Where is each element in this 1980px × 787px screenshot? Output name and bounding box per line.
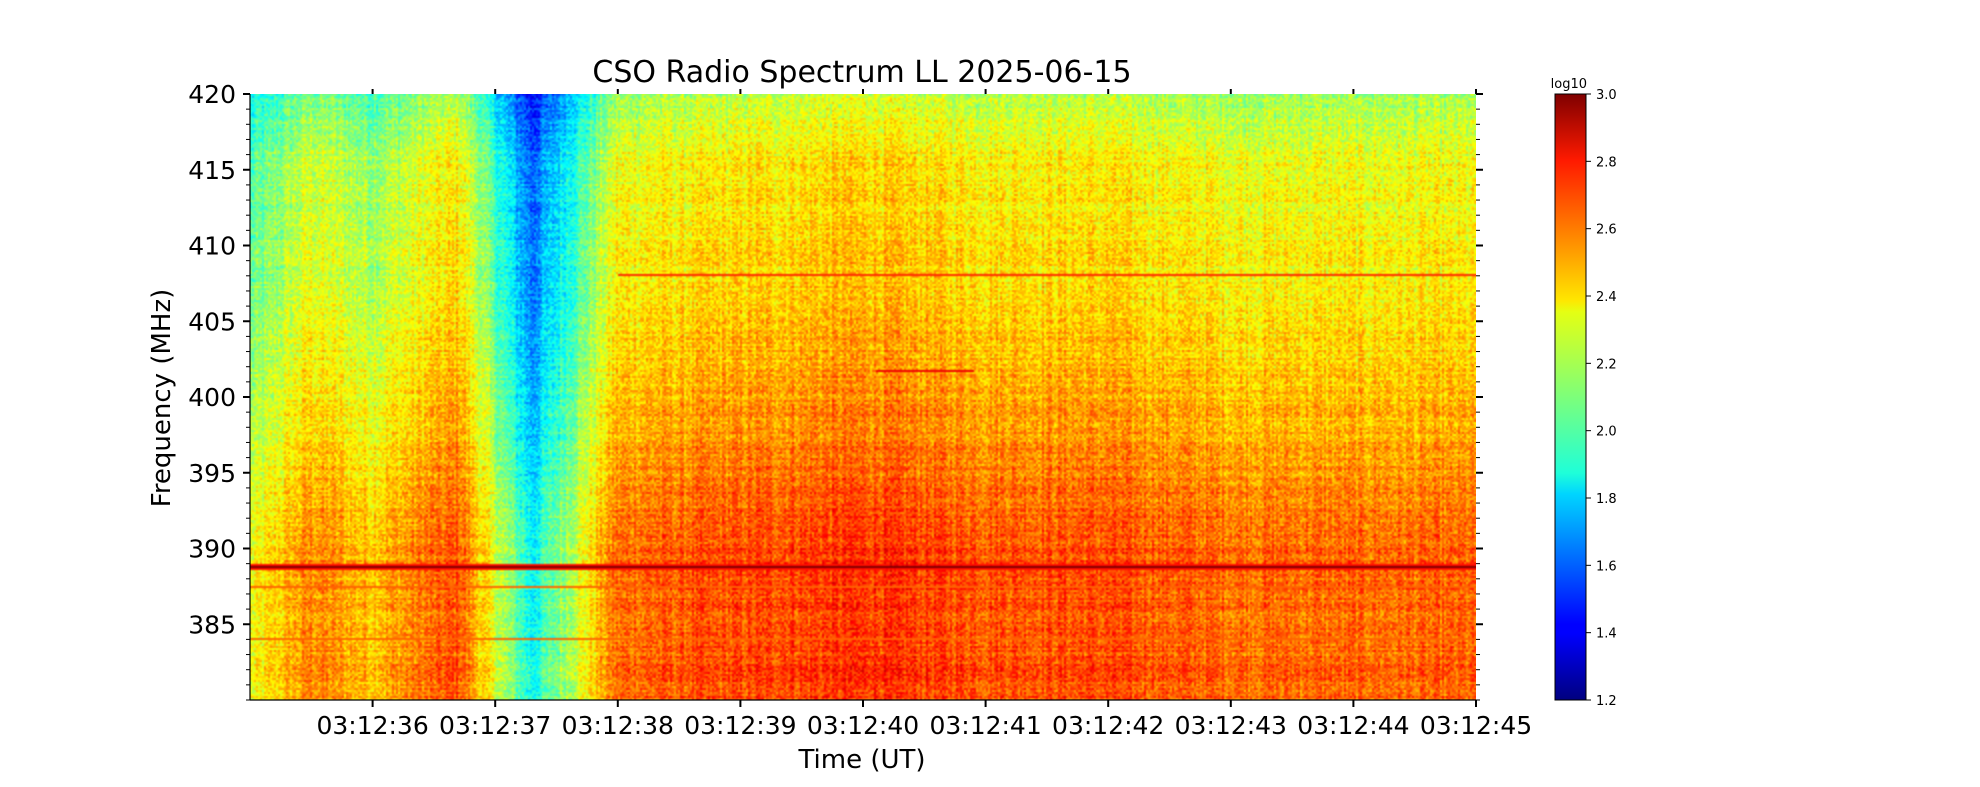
y-tick-label: 420: [188, 80, 236, 109]
x-axis: 03:12:36 03:12:37 03:12:38 03:12:39 03:12:40…: [250, 89, 1532, 740]
y-tick-label: 395: [188, 459, 236, 488]
x-tick-label: 03:12:37: [439, 711, 551, 740]
spectrogram-image: [250, 94, 1476, 700]
colorbar-tick-label: 1.6: [1596, 559, 1617, 574]
x-tick-label: 03:12:38: [562, 711, 674, 740]
colorbar-tick-label: 1.2: [1596, 694, 1617, 709]
y-tick-label: 385: [188, 610, 236, 639]
y-tick-label: 415: [188, 156, 236, 185]
colorbar-label: log10: [1551, 77, 1587, 92]
y-tick-label: 390: [188, 535, 236, 564]
x-tick-label: 03:12:41: [929, 711, 1041, 740]
x-tick-label: 03:12:40: [807, 711, 919, 740]
x-tick-label: 03:12:45: [1420, 711, 1532, 740]
chart-title: CSO Radio Spectrum LL 2025-06-15: [592, 55, 1131, 90]
colorbar-tick-label: 2.0: [1596, 425, 1617, 440]
y-tick-label: 400: [188, 383, 236, 412]
colorbar-tick-label: 1.8: [1596, 492, 1617, 507]
x-tick-label: 03:12:43: [1175, 711, 1287, 740]
x-tick-label: 03:12:39: [684, 711, 796, 740]
colorbar-tick-label: 1.4: [1596, 627, 1617, 642]
x-tick-label: 03:12:44: [1297, 711, 1409, 740]
y-tick-label: 405: [188, 307, 236, 336]
x-axis-label: Time (UT): [797, 745, 925, 775]
colorbar-scale: [1554, 93, 1587, 701]
y-axis: 385 390 395 400 405 410 415 420: [188, 80, 1483, 701]
colorbar-tick-label: 3.0: [1596, 88, 1617, 103]
colorbar: log10 1.2 1.4 1.6 1.8 2.0 2.2 2.4 2.6 2.8 3.0: [1551, 77, 1617, 709]
colorbar-tick-label: 2.6: [1596, 223, 1617, 238]
colorbar-tick-label: 2.8: [1596, 155, 1617, 170]
x-tick-label: 03:12:36: [316, 711, 428, 740]
x-tick-label: 03:12:42: [1052, 711, 1164, 740]
y-tick-label: 410: [188, 232, 236, 261]
colorbar-ticks: 1.2 1.4 1.6 1.8 2.0 2.2 2.4 2.6 2.8 3.0: [1586, 88, 1617, 709]
colorbar-tick-label: 2.2: [1596, 357, 1617, 372]
colorbar-tick-label: 2.4: [1596, 290, 1617, 305]
y-axis-label: Frequency (MHz): [147, 289, 177, 508]
